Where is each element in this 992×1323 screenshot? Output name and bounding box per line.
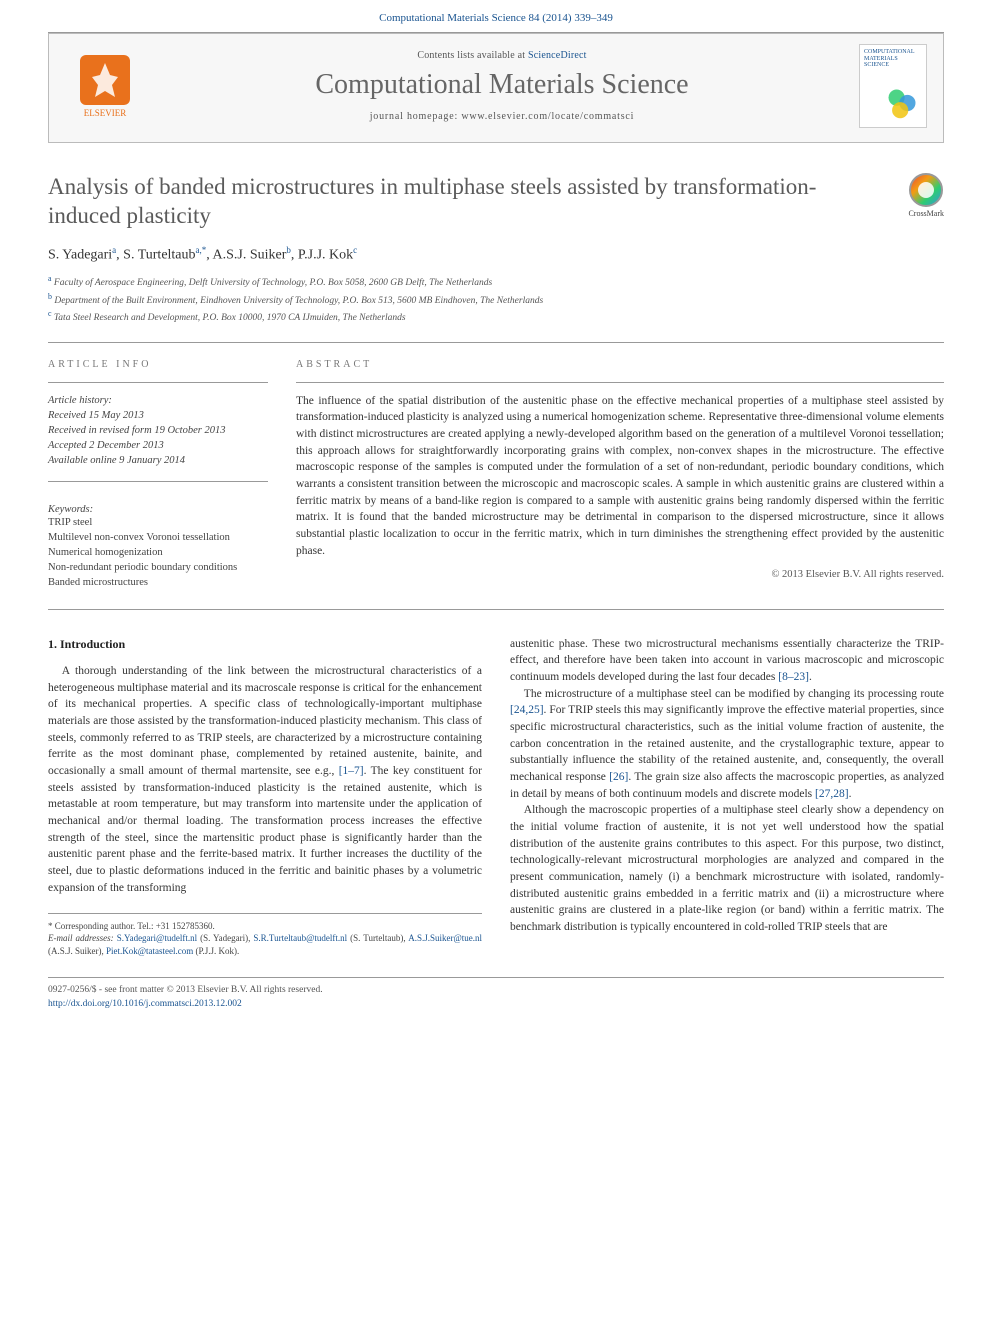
footnotes: * Corresponding author. Tel.: +31 152785… [48,913,482,958]
ref-link-1-7[interactable]: [1–7] [339,765,364,777]
thumb-label: COMPUTATIONAL MATERIALS SCIENCE [864,49,922,69]
affiliation: a Faculty of Aerospace Engineering, Delf… [48,273,944,290]
ref-link-27-28[interactable]: [27,28] [815,788,849,800]
contents-available: Contents lists available at ScienceDirec… [145,50,859,61]
crossmark-icon [909,173,943,207]
title-row: Analysis of banded microstructures in mu… [48,173,944,231]
info-rule-2 [48,481,268,482]
footer: 0927-0256/$ - see front matter © 2013 El… [48,977,944,1011]
mid-rule-2 [48,609,944,610]
c2p2-post: . [849,788,852,800]
issn-line: 0927-0256/$ - see front matter © 2013 El… [48,984,944,997]
contents-prefix: Contents lists available at [417,50,528,61]
elsevier-tree-icon [80,55,130,105]
history-accepted: Accepted 2 December 2013 [48,438,268,453]
publisher-name: ELSEVIER [65,108,145,118]
history-label: Article history: [48,393,268,408]
homepage-url[interactable]: www.elsevier.com/locate/commatsci [461,111,634,122]
c2p2-pre: The microstructure of a multiphase steel… [524,688,944,700]
article-history: Article history: Received 15 May 2013 Re… [48,393,268,469]
crossmark-label: CrossMark [908,209,944,218]
col2-paragraph-3: Although the macroscopic properties of a… [510,802,944,935]
keyword-item: Non-redundant periodic boundary conditio… [48,560,268,575]
mid-rule-1 [48,342,944,343]
intro-heading: 1. Introduction [48,636,482,653]
citation-line: Computational Materials Science 84 (2014… [0,0,992,32]
journal-header: ELSEVIER Contents lists available at Sci… [48,33,944,143]
keywords-list: TRIP steelMultilevel non-convex Voronoi … [48,515,268,591]
cover-graphic-icon [884,85,920,121]
ref-link-24-25[interactable]: [24,25] [510,704,544,716]
email-link[interactable]: A.S.J.Suiker@tue.nl [408,933,482,943]
abstract-copyright: © 2013 Elsevier B.V. All rights reserved… [296,569,944,580]
authors-line: S. Yadegaria, S. Turteltauba,*, A.S.J. S… [48,245,944,264]
article-info-head: ARTICLE INFO [48,359,268,370]
ref-link-26[interactable]: [26] [609,771,628,783]
journal-cover-thumb: COMPUTATIONAL MATERIALS SCIENCE [859,44,927,128]
article-title: Analysis of banded microstructures in mu… [48,173,848,231]
header-center: Contents lists available at ScienceDirec… [145,50,859,122]
intro-paragraph-1: A thorough understanding of the link bet… [48,663,482,896]
email-link[interactable]: S.R.Turteltaub@tudelft.nl [253,933,347,943]
abstract-text: The influence of the spatial distributio… [296,393,944,560]
abstract-column: ABSTRACT The influence of the spatial di… [296,359,944,591]
history-received: Received 15 May 2013 [48,408,268,423]
c2p1-post: . [809,671,812,683]
journal-title: Computational Materials Science [145,69,859,101]
article-info-column: ARTICLE INFO Article history: Received 1… [48,359,268,591]
journal-homepage: journal homepage: www.elsevier.com/locat… [145,111,859,122]
doi-link[interactable]: http://dx.doi.org/10.1016/j.commatsci.20… [48,999,242,1009]
keyword-item: Banded microstructures [48,575,268,590]
body-columns: 1. Introduction A thorough understanding… [48,636,944,958]
homepage-prefix: journal homepage: [370,111,462,122]
intro-p1-pre: A thorough understanding of the link bet… [48,665,482,777]
abs-rule [296,382,944,383]
info-rule [48,382,268,383]
publisher-logo: ELSEVIER [65,55,145,118]
abstract-head: ABSTRACT [296,359,944,370]
affiliation: b Department of the Built Environment, E… [48,291,944,308]
col2-continuation: austenitic phase. These two microstructu… [510,636,944,686]
affiliation: c Tata Steel Research and Development, P… [48,308,944,325]
c2p1-pre: austenitic phase. These two microstructu… [510,638,944,683]
affiliations: a Faculty of Aerospace Engineering, Delf… [48,273,944,325]
ref-link-8-23[interactable]: [8–23] [778,671,809,683]
email-addresses: E-mail addresses: S.Yadegari@tudelft.nl … [48,932,482,957]
email-link[interactable]: S.Yadegari@tudelft.nl [117,933,197,943]
keyword-item: Multilevel non-convex Voronoi tessellati… [48,530,268,545]
col2-paragraph-2: The microstructure of a multiphase steel… [510,686,944,803]
crossmark-widget[interactable]: CrossMark [908,173,944,218]
email-link[interactable]: Piet.Kok@tatasteel.com [106,946,193,956]
history-revised: Received in revised form 19 October 2013 [48,423,268,438]
corresponding-author: * Corresponding author. Tel.: +31 152785… [48,920,482,933]
info-abstract-row: ARTICLE INFO Article history: Received 1… [48,359,944,591]
keyword-item: TRIP steel [48,515,268,530]
keyword-item: Numerical homogenization [48,545,268,560]
keywords-label: Keywords: [48,504,268,515]
history-online: Available online 9 January 2014 [48,453,268,468]
intro-p1-post: . The key constituent for steels assiste… [48,765,482,894]
sciencedirect-link[interactable]: ScienceDirect [528,50,587,61]
